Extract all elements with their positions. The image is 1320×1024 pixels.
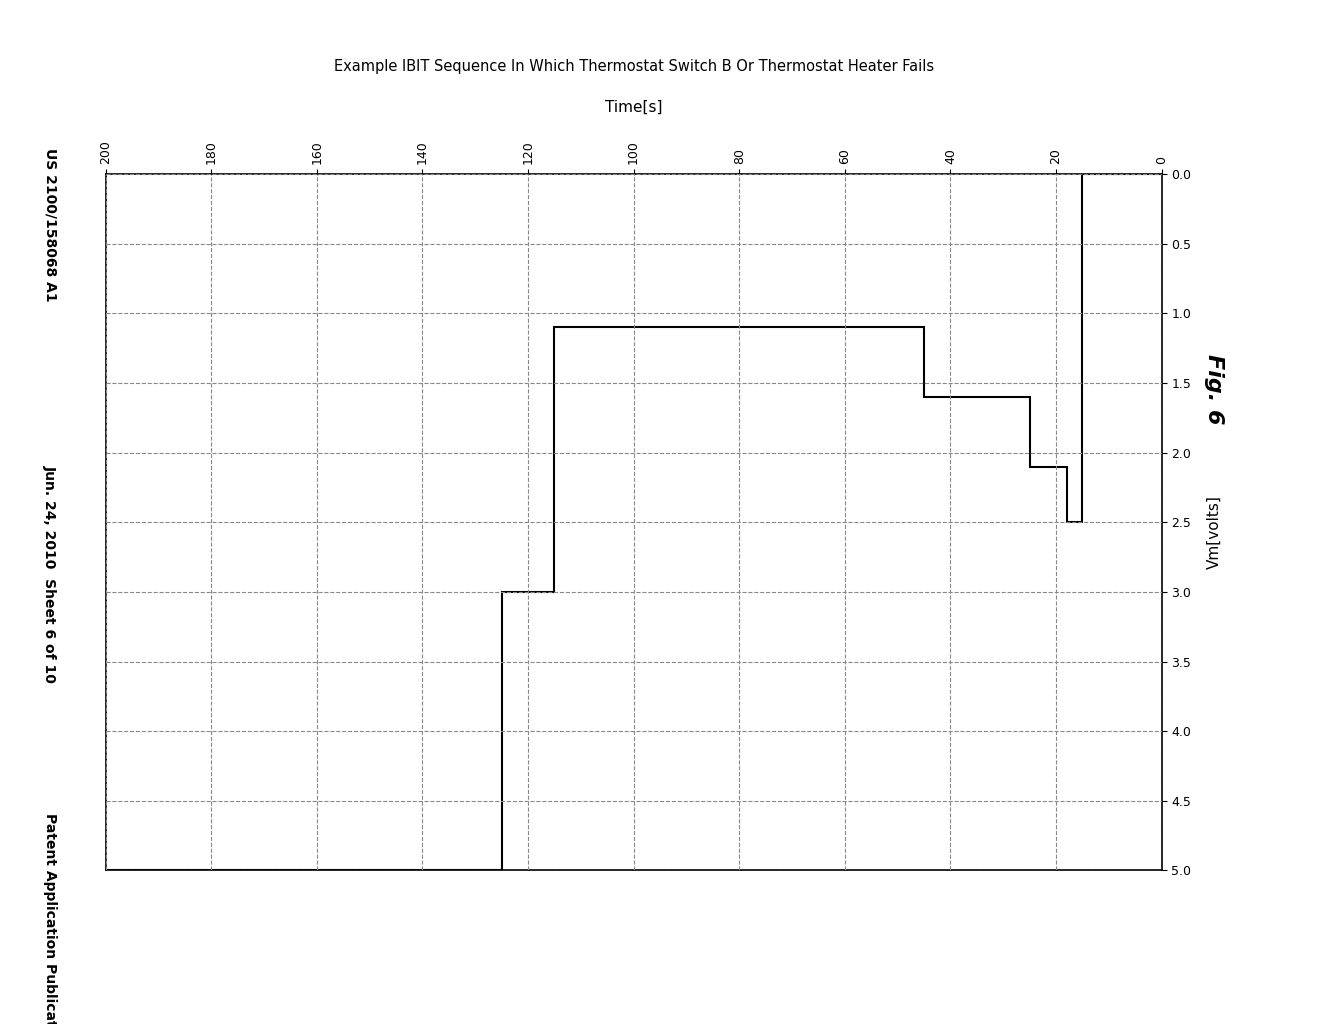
- Text: Vm[volts]: Vm[volts]: [1206, 496, 1222, 569]
- Text: Patent Application Publication: Patent Application Publication: [44, 813, 57, 1024]
- Text: Example IBIT Sequence In Which Thermostat Switch B Or Thermostat Heater Fails: Example IBIT Sequence In Which Thermosta…: [334, 59, 933, 74]
- Text: Fig. 6: Fig. 6: [1204, 354, 1225, 424]
- Text: Time[s]: Time[s]: [605, 100, 663, 115]
- Text: Jun. 24, 2010  Sheet 6 of 10: Jun. 24, 2010 Sheet 6 of 10: [44, 465, 57, 682]
- Text: US 2100/158068 A1: US 2100/158068 A1: [44, 148, 57, 302]
